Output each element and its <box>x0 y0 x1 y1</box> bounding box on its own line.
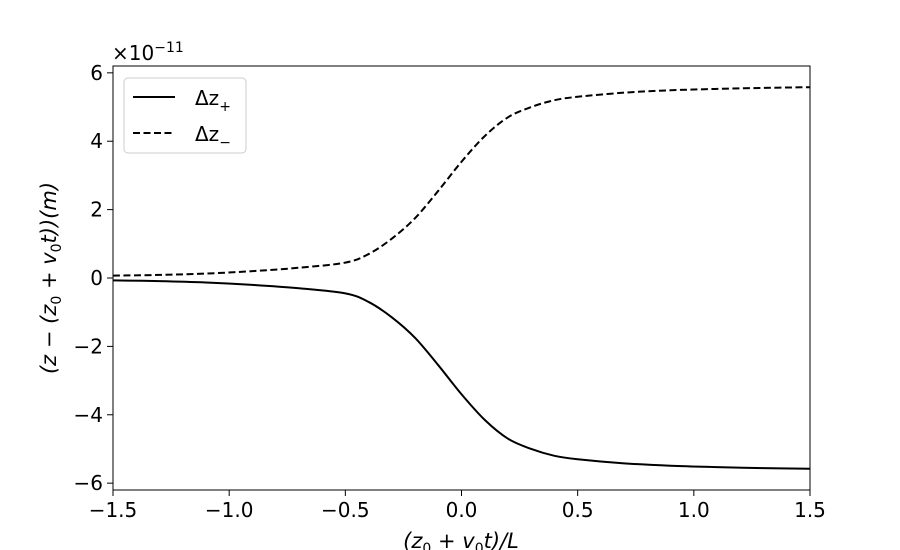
y-tick-label: 0 <box>90 266 103 290</box>
y-tick-label: 2 <box>90 198 103 222</box>
y-tick-label: −4 <box>74 403 103 427</box>
y-tick-label: 6 <box>90 61 103 85</box>
y-axis-label: (z − (z0 + v0t))(m) <box>37 182 65 374</box>
series-line-dz-minus <box>112 86 811 277</box>
x-tick-label: 1.5 <box>794 498 826 522</box>
x-tick-label: −1.5 <box>89 498 138 522</box>
y-tick-label: 4 <box>90 129 103 153</box>
legend-label-dz-plus: Δz+ <box>195 86 231 115</box>
y-multiplier-base: ×10 <box>112 41 154 65</box>
y-axis-multiplier: ×10−11 <box>112 40 184 65</box>
x-axis-ticks: −1.5 −1.0 −0.5 0.0 0.5 1.0 1.5 <box>89 490 826 522</box>
x-tick-label: 0.5 <box>562 498 594 522</box>
y-multiplier-exponent: −11 <box>154 40 184 56</box>
series-layer <box>112 86 811 470</box>
y-axis-ticks: −6 −4 −2 0 2 4 6 <box>74 61 113 495</box>
y-tick-label: −2 <box>74 334 103 358</box>
series-line-dz-plus <box>112 279 811 470</box>
x-axis-label: (z0 + v0t)/L <box>403 529 519 550</box>
y-tick-label: −6 <box>74 471 103 495</box>
legend-label-dz-minus: Δz− <box>195 122 231 151</box>
x-tick-label: 0.0 <box>446 498 478 522</box>
x-tick-label: −0.5 <box>321 498 370 522</box>
x-tick-label: −1.0 <box>205 498 254 522</box>
x-tick-label: 1.0 <box>678 498 710 522</box>
legend: Δz+ Δz− <box>123 77 247 154</box>
